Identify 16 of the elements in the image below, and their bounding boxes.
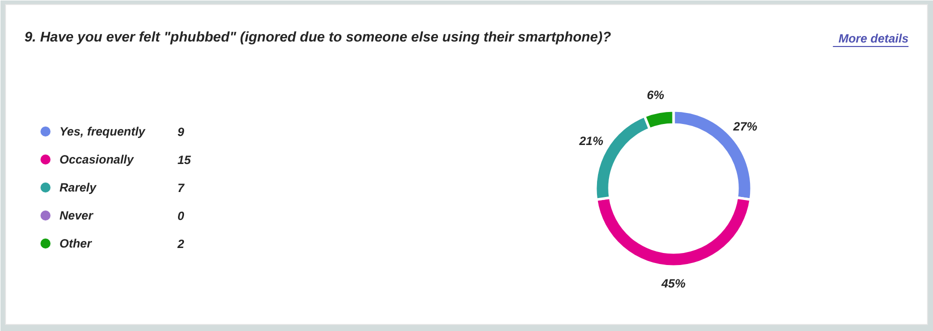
data-label: 21% — [578, 134, 604, 148]
text: More details — [838, 32, 909, 46]
text: 15 — [178, 153, 192, 167]
data-label: 6% — [646, 88, 665, 102]
data-label: 27% — [732, 119, 758, 134]
chart-title: 9. Have you ever felt "phubbed" (ignored due to someone else using their smartphone)? — [24, 28, 612, 44]
legend-label: Other — [60, 236, 93, 250]
legend-label: Never — [60, 208, 94, 222]
text: 9 — [178, 125, 184, 139]
data-label: 45% — [660, 276, 686, 290]
text: 2 — [176, 237, 184, 251]
legend-label: Rarely — [60, 180, 98, 194]
text: 7 — [178, 181, 186, 195]
legend-label: Yes, frequently — [60, 124, 146, 138]
text: 0 — [178, 209, 184, 223]
legend-label: Occasionally — [60, 152, 135, 166]
